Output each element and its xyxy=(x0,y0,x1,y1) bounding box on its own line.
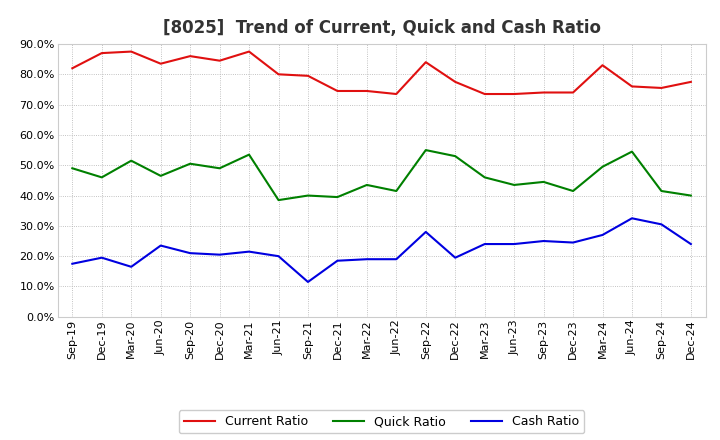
Cash Ratio xyxy=(304,279,312,285)
Quick Ratio xyxy=(274,198,283,203)
Quick Ratio xyxy=(392,188,400,194)
Quick Ratio xyxy=(510,182,518,187)
Title: [8025]  Trend of Current, Quick and Cash Ratio: [8025] Trend of Current, Quick and Cash … xyxy=(163,19,600,37)
Current Ratio xyxy=(539,90,548,95)
Cash Ratio xyxy=(215,252,224,257)
Cash Ratio xyxy=(127,264,135,269)
Current Ratio xyxy=(186,54,194,59)
Current Ratio xyxy=(451,79,459,84)
Quick Ratio xyxy=(657,188,666,194)
Quick Ratio xyxy=(215,165,224,171)
Current Ratio xyxy=(657,85,666,91)
Cash Ratio xyxy=(510,242,518,247)
Cash Ratio xyxy=(333,258,342,264)
Quick Ratio xyxy=(97,175,106,180)
Cash Ratio xyxy=(598,232,607,238)
Current Ratio xyxy=(598,62,607,68)
Cash Ratio xyxy=(451,255,459,260)
Current Ratio xyxy=(156,61,165,66)
Quick Ratio xyxy=(186,161,194,166)
Current Ratio xyxy=(687,79,696,84)
Quick Ratio xyxy=(363,182,372,187)
Current Ratio xyxy=(510,92,518,97)
Current Ratio xyxy=(245,49,253,54)
Legend: Current Ratio, Quick Ratio, Cash Ratio: Current Ratio, Quick Ratio, Cash Ratio xyxy=(179,411,585,433)
Cash Ratio xyxy=(274,253,283,259)
Cash Ratio xyxy=(657,222,666,227)
Cash Ratio xyxy=(628,216,636,221)
Cash Ratio xyxy=(421,229,430,235)
Current Ratio xyxy=(127,49,135,54)
Current Ratio xyxy=(274,72,283,77)
Cash Ratio xyxy=(392,257,400,262)
Quick Ratio xyxy=(421,147,430,153)
Cash Ratio xyxy=(97,255,106,260)
Quick Ratio xyxy=(304,193,312,198)
Current Ratio xyxy=(392,92,400,97)
Line: Quick Ratio: Quick Ratio xyxy=(72,150,691,200)
Current Ratio xyxy=(569,90,577,95)
Current Ratio xyxy=(304,73,312,78)
Quick Ratio xyxy=(539,179,548,184)
Cash Ratio xyxy=(687,242,696,247)
Line: Cash Ratio: Cash Ratio xyxy=(72,218,691,282)
Current Ratio xyxy=(421,59,430,65)
Quick Ratio xyxy=(480,175,489,180)
Quick Ratio xyxy=(451,154,459,159)
Quick Ratio xyxy=(333,194,342,200)
Cash Ratio xyxy=(480,242,489,247)
Cash Ratio xyxy=(186,250,194,256)
Cash Ratio xyxy=(156,243,165,248)
Current Ratio xyxy=(628,84,636,89)
Cash Ratio xyxy=(539,238,548,244)
Quick Ratio xyxy=(569,188,577,194)
Current Ratio xyxy=(68,66,76,71)
Current Ratio xyxy=(333,88,342,94)
Line: Current Ratio: Current Ratio xyxy=(72,51,691,94)
Quick Ratio xyxy=(156,173,165,179)
Cash Ratio xyxy=(569,240,577,245)
Current Ratio xyxy=(215,58,224,63)
Cash Ratio xyxy=(245,249,253,254)
Quick Ratio xyxy=(245,152,253,157)
Quick Ratio xyxy=(127,158,135,163)
Cash Ratio xyxy=(363,257,372,262)
Cash Ratio xyxy=(68,261,76,266)
Quick Ratio xyxy=(68,165,76,171)
Current Ratio xyxy=(97,51,106,56)
Current Ratio xyxy=(363,88,372,94)
Quick Ratio xyxy=(628,149,636,154)
Quick Ratio xyxy=(687,193,696,198)
Quick Ratio xyxy=(598,164,607,169)
Current Ratio xyxy=(480,92,489,97)
